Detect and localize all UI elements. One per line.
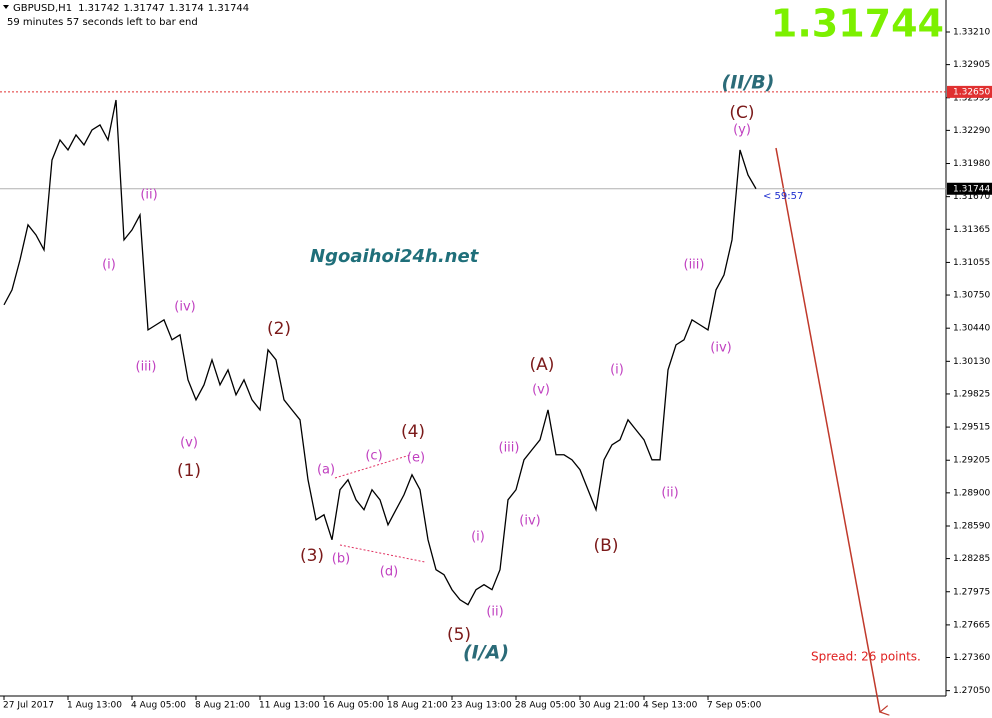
y-tick-label: 1.27050 bbox=[953, 686, 990, 696]
wave-label: (i) bbox=[102, 258, 116, 273]
y-tick-label: 1.31670 bbox=[953, 192, 990, 202]
x-tick-label: 4 Aug 05:00 bbox=[131, 701, 186, 711]
wave-label: (ii) bbox=[486, 605, 503, 620]
y-tick-label: 1.30130 bbox=[953, 357, 990, 367]
y-tick-label: 1.27975 bbox=[953, 587, 990, 597]
open: 1.31742 bbox=[78, 3, 119, 14]
watermark: Ngoaihoi24h.net bbox=[310, 246, 480, 267]
wave-label: (ii) bbox=[140, 188, 157, 203]
wave-label: (i) bbox=[471, 530, 485, 545]
y-tick-label: 1.30750 bbox=[953, 291, 990, 301]
spread: Spread: 26 points. bbox=[811, 650, 921, 664]
timer-text: 59 minutes 57 seconds left to bar end bbox=[7, 17, 198, 28]
wave-label: (II/B) bbox=[722, 72, 775, 94]
wave-label: (v) bbox=[180, 436, 198, 451]
wave-label: (iii) bbox=[684, 258, 705, 273]
bid-label: 1.31744 bbox=[953, 184, 990, 194]
level-label-box bbox=[947, 85, 992, 98]
wave-label: (I/A) bbox=[463, 642, 509, 664]
y-tick-label: 1.29825 bbox=[953, 389, 990, 399]
y-tick-label: 1.28590 bbox=[953, 521, 990, 531]
x-tick-label: 8 Aug 21:00 bbox=[195, 701, 250, 711]
menu-triangle bbox=[3, 5, 9, 9]
wave-label: (C) bbox=[729, 103, 754, 123]
wave-label: (A) bbox=[530, 355, 555, 375]
high: 1.31747 bbox=[123, 3, 164, 14]
price-line bbox=[3, 99, 757, 606]
wave-label: (3) bbox=[300, 546, 324, 566]
y-tick-label: 1.32595 bbox=[953, 93, 990, 103]
forecast-arrow bbox=[775, 147, 880, 712]
x-tick-label: 18 Aug 21:00 bbox=[387, 701, 448, 711]
level-label: 1.32650 bbox=[953, 87, 990, 97]
x-tick-label: 7 Sep 05:00 bbox=[707, 701, 762, 711]
wave-label: (v) bbox=[532, 383, 550, 398]
y-tick-label: 1.32905 bbox=[953, 60, 990, 70]
y-tick-label: 1.31055 bbox=[953, 258, 990, 268]
x-tick-label: 4 Sep 13:00 bbox=[643, 701, 698, 711]
countdown: < 59:57 bbox=[763, 191, 803, 202]
y-tick-label: 1.27665 bbox=[953, 620, 990, 630]
wave-label: (4) bbox=[401, 422, 425, 442]
y-tick-label: 1.27360 bbox=[953, 653, 990, 663]
y-tick-label: 1.29205 bbox=[953, 456, 990, 466]
x-tick-label: 28 Aug 05:00 bbox=[515, 701, 576, 711]
wave-label: (1) bbox=[177, 461, 201, 481]
wave-label: (d) bbox=[380, 565, 398, 580]
y-tick-label: 1.31365 bbox=[953, 225, 990, 235]
big-price: 1.31744 bbox=[771, 2, 944, 46]
wave-label: (e) bbox=[407, 451, 425, 466]
close: 1.31744 bbox=[208, 3, 249, 14]
header: GBPUSD,H1 1.31742 1.31747 1.3174 1.31744 bbox=[13, 3, 249, 14]
triangle-lower bbox=[339, 544, 426, 563]
wave-label: (ii) bbox=[661, 486, 678, 501]
x-tick-label: 16 Aug 05:00 bbox=[323, 701, 384, 711]
wave-label: (5) bbox=[447, 625, 471, 645]
x-tick-label: 11 Aug 13:00 bbox=[259, 701, 320, 711]
wave-label: (b) bbox=[332, 552, 350, 567]
x-tick-label: 27 Jul 2017 bbox=[3, 701, 54, 711]
wave-label: (iv) bbox=[174, 300, 195, 315]
symbol: GBPUSD,H1 bbox=[13, 3, 72, 14]
wave-label: (iii) bbox=[136, 360, 157, 375]
wave-label: (c) bbox=[365, 449, 382, 464]
wave-label: (y) bbox=[733, 123, 751, 138]
x-tick-label: 1 Aug 13:00 bbox=[67, 701, 122, 711]
y-tick-label: 1.31980 bbox=[953, 159, 990, 169]
y-tick-label: 1.28900 bbox=[953, 488, 990, 498]
wave-label: (i) bbox=[610, 363, 624, 378]
wave-label: (iii) bbox=[499, 441, 520, 456]
wave-label: (iv) bbox=[710, 341, 731, 356]
wave-label: (iv) bbox=[519, 514, 540, 529]
y-tick-label: 1.33210 bbox=[953, 28, 990, 38]
x-tick-label: 30 Aug 21:00 bbox=[579, 701, 640, 711]
bid-label-box bbox=[947, 182, 992, 195]
y-tick-label: 1.28285 bbox=[953, 554, 990, 564]
y-tick-label: 1.32290 bbox=[953, 126, 990, 136]
wave-label: (2) bbox=[267, 319, 291, 339]
triangle-upper bbox=[334, 454, 411, 479]
x-tick-label: 23 Aug 13:00 bbox=[451, 701, 512, 711]
low: 1.3174 bbox=[169, 3, 204, 14]
wave-label: (a) bbox=[317, 463, 335, 478]
y-tick-label: 1.29515 bbox=[953, 423, 990, 433]
y-tick-label: 1.30440 bbox=[953, 324, 990, 334]
wave-label: (B) bbox=[594, 536, 619, 556]
